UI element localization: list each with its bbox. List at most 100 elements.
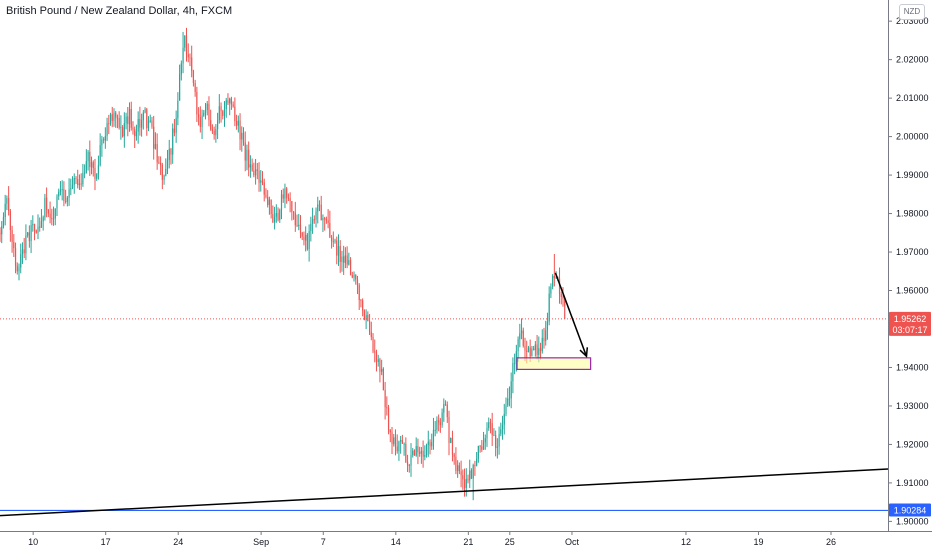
- candle-body: [18, 267, 20, 272]
- candle-body: [118, 118, 120, 128]
- trendline: [0, 468, 889, 517]
- candle-body: [351, 275, 353, 278]
- candle-body: [229, 98, 231, 104]
- candle-body: [503, 413, 505, 425]
- candle-body: [472, 465, 474, 479]
- candle-body: [400, 440, 402, 442]
- candle-body: [56, 196, 58, 209]
- candle-body: [375, 352, 378, 362]
- currency-selector[interactable]: NZD: [899, 4, 925, 20]
- candle-body: [47, 209, 49, 214]
- candle-body: [28, 232, 30, 242]
- candle-body: [332, 241, 334, 243]
- candle-body: [122, 127, 124, 137]
- candle-body: [211, 129, 214, 131]
- candle-body: [386, 407, 388, 409]
- candle-body: [158, 162, 160, 164]
- candle-body: [146, 109, 148, 129]
- candle-body: [279, 209, 281, 220]
- candle-body: [184, 35, 186, 48]
- candle-body: [420, 450, 422, 454]
- candle-body: [320, 204, 322, 221]
- candle-body: [68, 189, 70, 198]
- candle-body: [128, 109, 131, 125]
- candle-body: [315, 211, 317, 220]
- candle-body: [116, 117, 119, 119]
- candle-body: [244, 142, 246, 161]
- candle-body: [339, 246, 341, 262]
- candle-body: [534, 344, 536, 351]
- y-tick-label: 1.91000: [896, 478, 929, 488]
- candle-body: [0, 232, 1, 235]
- candle-body: [410, 455, 412, 466]
- candle-body: [498, 433, 500, 447]
- candle-body: [336, 240, 338, 256]
- candle-body: [156, 143, 158, 163]
- candle-body: [197, 114, 200, 118]
- candle-body: [63, 189, 65, 201]
- candle-body: [82, 172, 84, 185]
- candle-body: [514, 363, 516, 365]
- candle-body: [463, 479, 466, 488]
- candle-body: [90, 162, 93, 168]
- candle-body: [147, 120, 150, 129]
- candle-body: [417, 446, 419, 453]
- candle-body: [282, 194, 284, 199]
- x-tick-label: 26: [826, 537, 836, 547]
- candle-body: [172, 128, 174, 155]
- candle-body: [141, 120, 143, 128]
- x-tick-label: Sep: [253, 537, 269, 547]
- candle-body: [151, 120, 153, 127]
- candle-body: [287, 197, 290, 199]
- candle-body: [80, 183, 82, 185]
- candle-body: [284, 188, 286, 199]
- x-tick-label: 14: [391, 537, 401, 547]
- candle-body: [391, 432, 393, 444]
- x-tick-label: 25: [505, 537, 515, 547]
- candle-body: [367, 314, 369, 322]
- candle-body: [270, 199, 272, 215]
- candle-body: [61, 189, 63, 191]
- candle-body: [241, 132, 243, 140]
- candle-body: [254, 169, 257, 176]
- candle-body: [515, 351, 517, 364]
- candle-body: [120, 127, 122, 129]
- candle-body: [253, 170, 255, 176]
- candle-body: [111, 114, 113, 121]
- candle-body: [65, 200, 67, 202]
- candle-body: [13, 242, 15, 249]
- candle-body: [204, 109, 207, 113]
- candle-body: [286, 188, 288, 198]
- candle-body: [368, 321, 371, 332]
- x-tick-label: 10: [28, 537, 38, 547]
- candle-body: [125, 116, 127, 124]
- candle-body: [210, 120, 212, 130]
- candle-body: [272, 214, 274, 223]
- y-tick-label: 1.99000: [896, 170, 929, 180]
- candle-body: [189, 57, 191, 59]
- candle-body: [394, 437, 397, 447]
- candle-body: [441, 412, 443, 426]
- candle-body: [180, 63, 182, 75]
- support-price-label: 1.90284: [894, 505, 927, 515]
- candle-body: [14, 248, 17, 266]
- candle-body: [324, 218, 326, 220]
- candle-body: [218, 106, 220, 121]
- candle-body: [543, 337, 545, 341]
- candle-body: [132, 127, 134, 130]
- candle-body: [242, 132, 245, 143]
- candle-body: [251, 164, 253, 171]
- candle-body: [346, 255, 348, 265]
- candle-body: [196, 91, 198, 115]
- candle-body: [479, 445, 481, 447]
- candle-body: [469, 470, 471, 481]
- candle-body: [94, 168, 96, 179]
- y-tick-label: 1.93000: [896, 401, 929, 411]
- candle-body: [349, 260, 352, 276]
- candle-body: [396, 446, 398, 452]
- candle-body: [227, 100, 229, 104]
- candle-body: [4, 203, 6, 218]
- candle-body: [365, 314, 367, 320]
